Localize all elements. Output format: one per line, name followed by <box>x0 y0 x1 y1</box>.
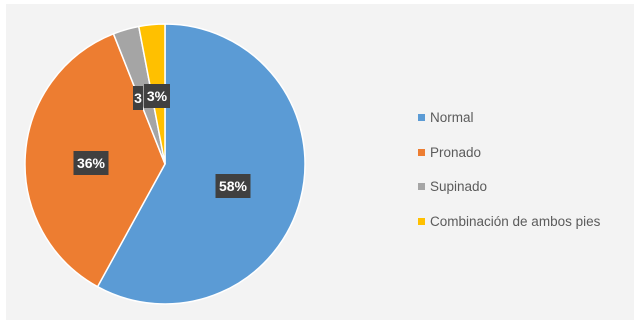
data-label-box <box>144 84 170 108</box>
legend-swatch-combinacion <box>418 217 425 225</box>
legend-item-supinado: Supinado <box>418 177 600 196</box>
legend-item-pronado: Pronado <box>418 143 600 162</box>
legend-swatch-pronado <box>418 148 425 156</box>
data-label-box <box>215 174 251 198</box>
legend-label-supinado: Supinado <box>430 179 488 194</box>
data-label-combinacion: 3% <box>144 84 170 108</box>
data-label-box <box>73 151 109 175</box>
legend-label-pronado: Pronado <box>430 144 482 160</box>
chart-area: 58% 36% 3 3% Normal Pronado Supinado Combin… <box>6 4 634 320</box>
data-label-text: 36% <box>77 155 106 171</box>
legend-label-combinacion: Combinación de ambos pies <box>430 213 601 229</box>
data-label-text: 3% <box>147 88 168 104</box>
legend-swatch-supinado <box>418 183 425 190</box>
data-label-pronado: 36% <box>73 151 109 175</box>
data-label-supinado: 3 <box>133 86 143 110</box>
pie-chart: 58% 36% 3 3% <box>24 23 306 305</box>
data-label-normal: 58% <box>215 174 251 198</box>
data-label-text: 58% <box>219 178 248 194</box>
pie-slice-normal <box>96 23 306 305</box>
legend-item-combinacion: Combinación de ambos pies <box>418 212 600 231</box>
legend-item-normal: Normal <box>418 108 600 127</box>
data-label-text: 3 <box>134 90 142 106</box>
legend: Normal Pronado Supinado Combinación de a… <box>418 108 600 246</box>
data-label-box <box>133 86 143 110</box>
legend-label-normal: Normal <box>430 110 474 125</box>
legend-swatch-normal <box>418 114 425 121</box>
